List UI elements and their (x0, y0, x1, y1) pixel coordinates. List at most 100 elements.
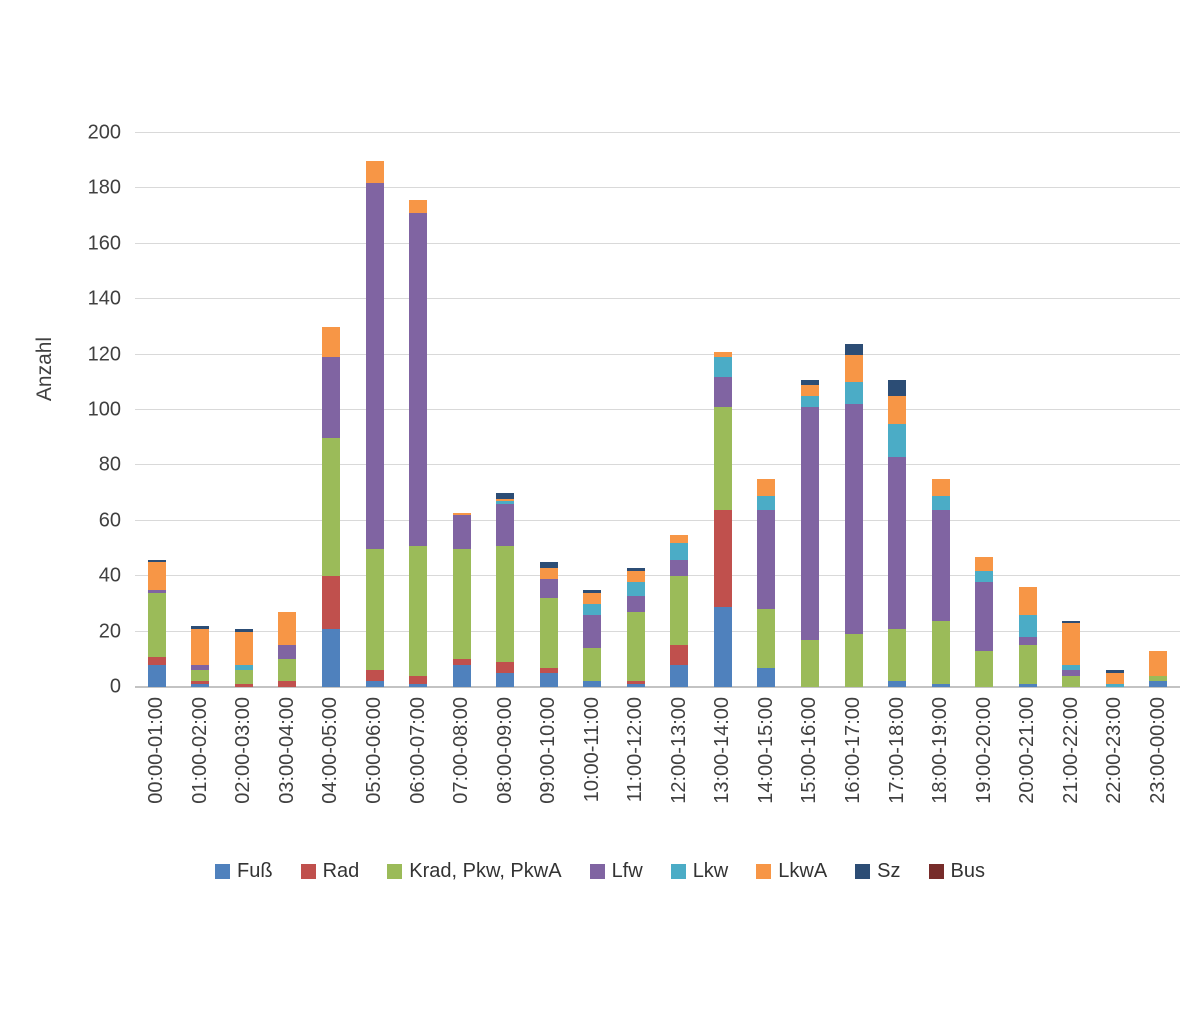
bar-segment (1062, 623, 1081, 665)
legend-swatch-icon (756, 864, 772, 879)
bar-segment (713, 357, 732, 377)
bar-segment (539, 579, 558, 599)
bar-segment (496, 545, 515, 663)
bar-segment (626, 581, 645, 596)
bar-segment (888, 423, 907, 458)
bar-segment (496, 493, 515, 499)
bar-slot (570, 133, 614, 687)
bar-segment (626, 570, 645, 582)
bar-slot (788, 133, 832, 687)
stacked-bar (409, 133, 428, 687)
bar-slot (266, 133, 310, 687)
bar-slot (1093, 133, 1137, 687)
bar-segment (844, 404, 863, 635)
stacked-bar (147, 133, 166, 687)
bar-segment (321, 628, 340, 687)
bar-segment (583, 592, 602, 604)
x-tick: 04:00-05:00 (309, 697, 353, 847)
bar-segment (496, 504, 515, 546)
x-tick-label: 12:00-13:00 (667, 697, 690, 804)
bar-segment (713, 606, 732, 687)
gridline (135, 242, 1180, 244)
x-tick: 23:00-00:00 (1137, 697, 1181, 847)
legend-item: Lkw (670, 860, 728, 883)
bar-slot (832, 133, 876, 687)
x-tick: 11:00-12:00 (614, 697, 658, 847)
y-tick-label: 100 (87, 398, 121, 421)
bar-segment (409, 684, 428, 687)
y-tick-label: 20 (98, 620, 121, 643)
legend-swatch-icon (589, 864, 605, 879)
bar-segment (147, 562, 166, 591)
bar-slot (658, 133, 702, 687)
bar-segment (321, 437, 340, 577)
bar-segment (409, 199, 428, 214)
x-tick: 16:00-17:00 (832, 697, 876, 847)
bar-segment (583, 681, 602, 687)
bar-segment (583, 590, 602, 593)
stacked-bar (1105, 133, 1124, 687)
x-tick-label: 05:00-06:00 (363, 697, 385, 804)
gridline (135, 187, 1180, 189)
bar-segment (1018, 645, 1037, 685)
stacked-bar (844, 133, 863, 687)
bar-segment (670, 559, 689, 577)
bar-segment (757, 609, 776, 668)
bar-segment (539, 673, 558, 687)
bar-segment (365, 670, 384, 682)
gridline (135, 353, 1180, 355)
bar-segment (1062, 675, 1081, 687)
bar-segment (365, 681, 384, 687)
plot-area (135, 132, 1180, 688)
x-tick-label: 07:00-08:00 (450, 697, 473, 804)
x-tick: 01:00-02:00 (179, 697, 223, 847)
x-tick: 08:00-09:00 (483, 697, 527, 847)
y-tick-label: 160 (87, 232, 121, 255)
legend-item: Fuß (215, 860, 273, 883)
y-axis: 0 20 40 60 80 100 120 140 160 180 200 (0, 122, 121, 698)
gridline (135, 409, 1180, 410)
bars (135, 133, 1180, 687)
bar-segment (191, 670, 210, 682)
gridlines (135, 132, 1180, 688)
legend-swatch-icon (215, 864, 231, 879)
bar-slot (222, 133, 266, 687)
stacked-bar (713, 133, 732, 687)
bar-segment (496, 673, 515, 687)
legend-swatch-icon (855, 864, 871, 879)
x-tick: 05:00-06:00 (353, 697, 397, 847)
bar-slot (135, 133, 179, 687)
bar-slot (1006, 133, 1050, 687)
bar-segment (1018, 587, 1037, 616)
bar-segment (1105, 673, 1124, 685)
x-tick-label: 09:00-10:00 (537, 697, 560, 804)
bar-segment (409, 213, 428, 546)
bar-segment (409, 675, 428, 685)
bar-slot (179, 133, 223, 687)
x-tick-label: 06:00-07:00 (406, 697, 429, 804)
bar-segment (800, 385, 819, 397)
bar-segment (1062, 620, 1081, 624)
bar-segment (800, 639, 819, 687)
x-tick: 07:00-08:00 (440, 697, 484, 847)
bar-segment (626, 684, 645, 687)
bar-segment (539, 598, 558, 668)
bar-slot (483, 133, 527, 687)
y-tick-label: 120 (87, 343, 121, 366)
stacked-bar (1018, 133, 1037, 687)
stacked-bar (800, 133, 819, 687)
bar-segment (539, 567, 558, 579)
bar-segment (234, 670, 253, 685)
x-tick-label: 14:00-15:00 (754, 697, 777, 804)
legend-item: Bus (928, 860, 985, 883)
legend-label: Rad (322, 860, 360, 882)
bar-segment (365, 548, 384, 671)
y-tick-label: 200 (87, 121, 121, 144)
bar-segment (888, 628, 907, 682)
x-axis-line (135, 686, 1180, 688)
gridline (135, 575, 1180, 577)
legend-label: Lfw (611, 860, 643, 882)
legend-item: Rad (300, 860, 360, 883)
stacked-bar (583, 133, 602, 687)
legend-item: Sz (855, 860, 901, 883)
